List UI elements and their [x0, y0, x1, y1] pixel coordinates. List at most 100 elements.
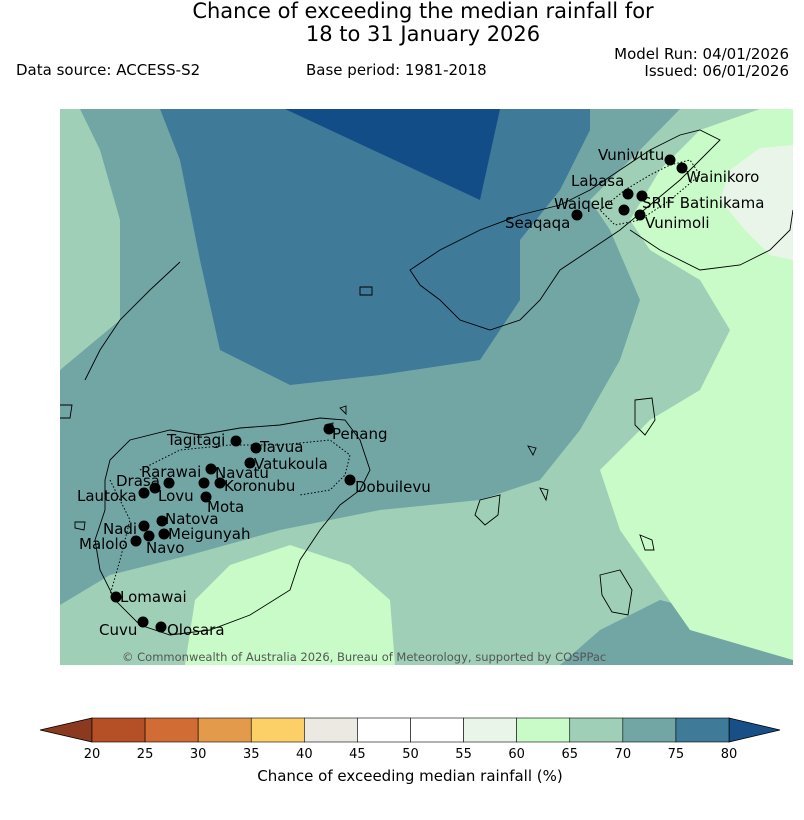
coastline-islet-11	[339, 405, 347, 416]
town-marker[interactable]	[158, 528, 170, 540]
town-olosara[interactable]: Olosara	[155, 621, 225, 639]
town-label: Navo	[146, 539, 184, 557]
town-marker[interactable]	[636, 190, 648, 202]
town-label: Cuvu	[99, 621, 137, 639]
colorbar-bin	[91, 717, 146, 743]
zone-above-80	[285, 109, 500, 200]
town-mota[interactable]: Mota	[200, 491, 245, 517]
town-label: Rarawai	[141, 463, 201, 481]
town-vunimoli[interactable]: Vunimoli	[634, 209, 710, 233]
colorbar-tick-label: 50	[402, 747, 419, 762]
town-tagitagi[interactable]: Tagitagi	[166, 431, 242, 449]
town-natova[interactable]: Natova	[156, 510, 219, 528]
town-marker[interactable]	[110, 591, 122, 603]
town-malolo[interactable]: Malolo	[79, 535, 142, 553]
towns-layer: Vunivutu Wainikoro Labasa SRIF Batinikam…	[77, 146, 764, 639]
colorbar-bin	[463, 717, 517, 743]
town-marker[interactable]	[664, 154, 676, 166]
town-cuvu[interactable]: Cuvu	[99, 616, 149, 640]
town-label: Lautoka	[77, 487, 137, 505]
town-vunivutu[interactable]: Vunivutu	[598, 146, 676, 166]
colorbar-tick-label: 65	[561, 747, 578, 762]
coastline-vanua-levu	[409, 129, 721, 331]
town-marker[interactable]	[244, 457, 256, 469]
colorbar-bins	[91, 717, 730, 743]
colorbar-tick-label: 75	[668, 747, 685, 762]
town-marker[interactable]	[149, 482, 161, 494]
town-seaqaqa[interactable]: Seaqaqa	[505, 209, 583, 233]
coastline-islet-5	[539, 487, 549, 502]
colorbar-bin	[622, 717, 677, 743]
town-wainikoro[interactable]: Wainikoro	[676, 162, 760, 187]
town-label: Tavua	[259, 438, 303, 456]
town-marker[interactable]	[163, 477, 175, 489]
town-label: Mota	[207, 498, 244, 516]
coastlines	[60, 129, 793, 636]
town-marker[interactable]	[618, 204, 630, 216]
colorbar-under-arrow	[39, 717, 93, 743]
town-lomawai[interactable]: Lomawai	[110, 588, 187, 606]
town-marker[interactable]	[214, 477, 226, 489]
town-dobuilevu[interactable]: Dobuilevu	[344, 474, 431, 497]
town-rarawai[interactable]: Rarawai	[141, 463, 217, 481]
town-navo[interactable]: Navo	[143, 530, 185, 558]
colorbar-tick-label: 70	[615, 747, 632, 762]
colorbar-title: Chance of exceeding median rainfall (%)	[257, 767, 562, 785]
coastline-islet-2	[599, 569, 633, 616]
town-nadi[interactable]: Nadi	[103, 520, 150, 538]
town-marker[interactable]	[143, 530, 155, 542]
town-marker[interactable]	[622, 188, 634, 200]
town-label: Tagitagi	[166, 431, 225, 449]
town-navatu[interactable]: Navatu	[214, 464, 269, 489]
town-meigunyah[interactable]: Meigunyah	[158, 525, 251, 543]
title-line-2: 18 to 31 January 2026	[305, 22, 541, 46]
town-waiqele[interactable]: Waiqele	[554, 195, 630, 216]
coastline-islet-6	[527, 445, 537, 457]
town-marker[interactable]	[230, 435, 242, 447]
town-marker[interactable]	[137, 616, 149, 628]
town-marker[interactable]	[130, 535, 142, 547]
town-marker[interactable]	[200, 491, 212, 503]
rainfall-map: Vunivutu Wainikoro Labasa SRIF Batinikam…	[60, 109, 793, 665]
colorbar-bin	[569, 717, 624, 743]
town-marker[interactable]	[571, 209, 583, 221]
town-marker[interactable]	[676, 162, 688, 174]
town-marker[interactable]	[205, 463, 217, 475]
town-label: Wainikoro	[686, 168, 759, 186]
base-period-label: Base period: 1981-2018	[306, 61, 487, 79]
town-penang[interactable]: Penang	[323, 423, 388, 444]
town-tavua[interactable]: Tavua	[250, 438, 304, 456]
town-marker[interactable]	[323, 423, 335, 435]
colorbar-graphic: 20 25 30 35 40 45 50 55 60 65 70 75 80 Chance of exc…	[39, 717, 781, 785]
zone-55-60-east	[720, 145, 793, 260]
zone-60-65-east	[600, 109, 793, 660]
town-lovu[interactable]: Lovu	[149, 482, 194, 506]
town-marker[interactable]	[634, 209, 646, 221]
town-marker[interactable]	[250, 442, 262, 454]
town-drasa[interactable]: Drasa	[116, 472, 175, 490]
town-label: Lovu	[158, 487, 194, 505]
town-label: Meigunyah	[168, 525, 250, 543]
town-marker[interactable]	[138, 487, 150, 499]
colorbar-bin	[516, 717, 571, 743]
town-labasa[interactable]: Labasa	[571, 172, 634, 200]
town-marker[interactable]	[155, 621, 167, 633]
town-marker[interactable]	[156, 515, 168, 527]
town-srif-batinikama[interactable]: SRIF Batinikama	[636, 190, 765, 213]
town-marker[interactable]	[344, 474, 356, 486]
town-koronubu[interactable]: Koronubu	[198, 477, 296, 495]
town-label: Waiqele	[554, 195, 613, 213]
town-vatukoula[interactable]: Vatukoula	[244, 455, 328, 473]
town-label: Natova	[165, 510, 219, 528]
coastline-islet-4	[639, 534, 655, 551]
colorbar-tick-label: 45	[349, 747, 366, 762]
town-lautoka[interactable]: Lautoka	[77, 487, 150, 505]
boundary-viti-levu-west	[109, 479, 131, 596]
district-boundaries	[109, 159, 701, 596]
town-label: Lomawai	[120, 588, 187, 606]
town-marker[interactable]	[198, 477, 210, 489]
town-label: Vatukoula	[254, 455, 328, 473]
colorbar-tick-label: 30	[190, 747, 207, 762]
coastline-islet-8	[60, 404, 73, 419]
town-marker[interactable]	[138, 520, 150, 532]
